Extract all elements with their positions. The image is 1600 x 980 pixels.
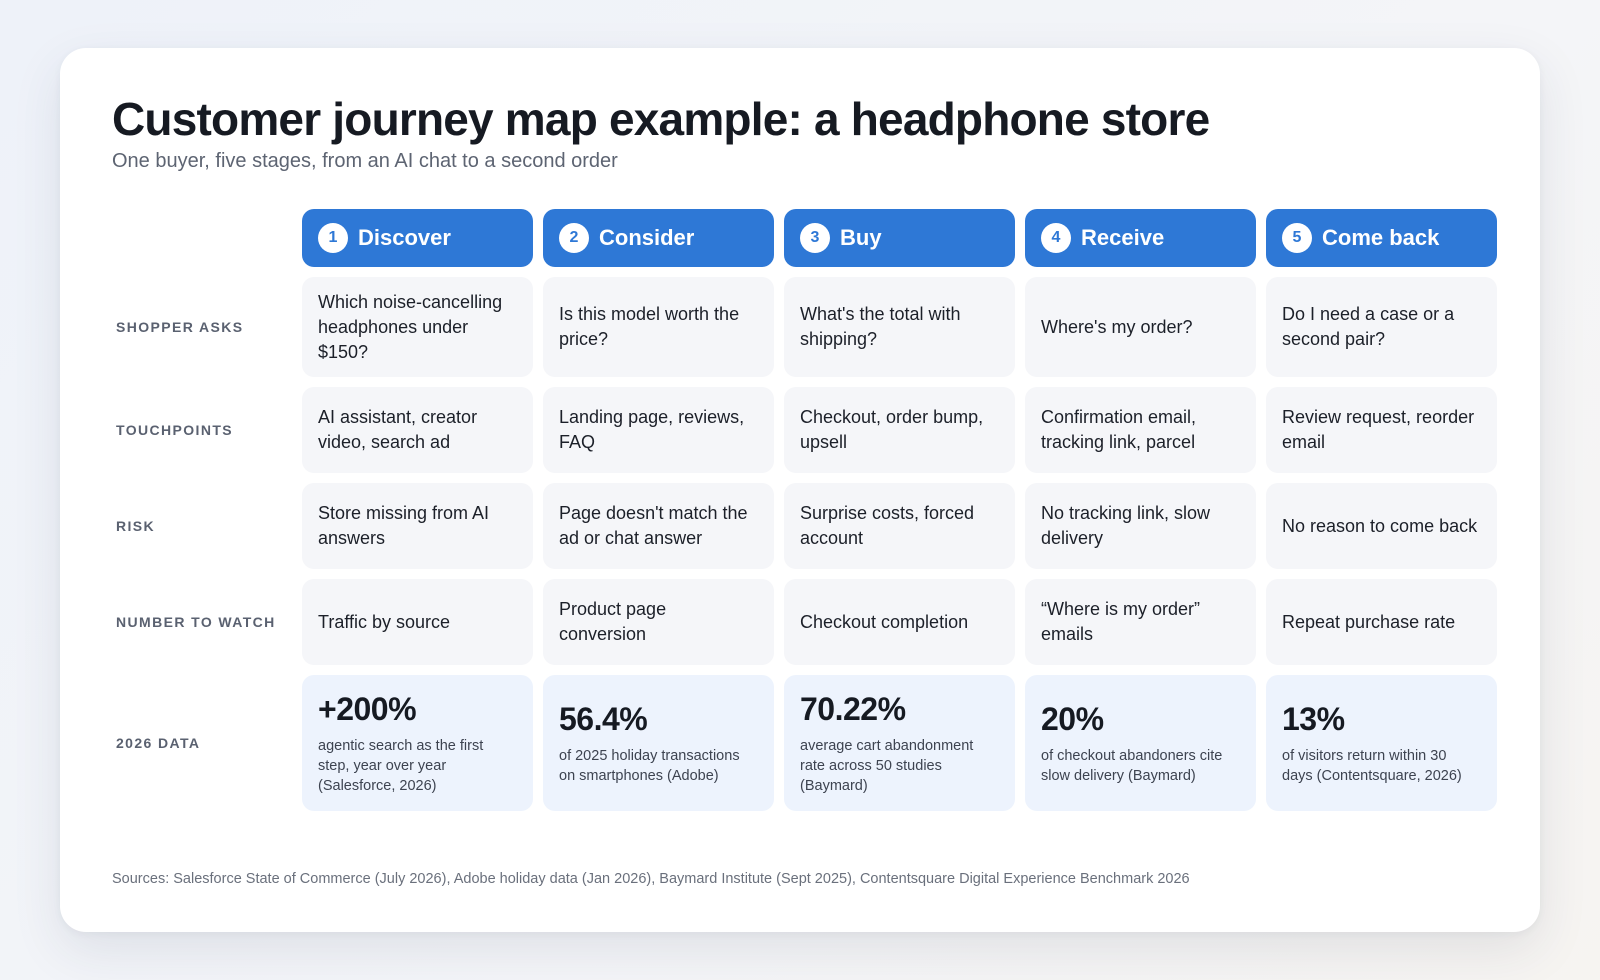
journey-map-card: Customer journey map example: a headphon… <box>60 48 1540 932</box>
cell-risk-come-back: No reason to come back <box>1266 483 1497 569</box>
data-note: agentic search as the first step, year o… <box>318 738 484 794</box>
stage-number-badge: 4 <box>1041 223 1071 253</box>
cell-shopper-asks-receive: Where's my order? <box>1025 277 1256 377</box>
cell-touchpoints-buy: Checkout, order bump, upsell <box>784 387 1015 473</box>
cell-shopper-asks-come-back: Do I need a case or a second pair? <box>1266 277 1497 377</box>
row-label-2026-data: 2026 DATA <box>116 735 201 751</box>
stage-number-badge: 2 <box>559 223 589 253</box>
data-note: average cart abandonment rate across 50 … <box>800 738 974 794</box>
stage-number-badge: 3 <box>800 223 830 253</box>
cell-number-to-watch-consider: Product page conversion <box>543 579 774 665</box>
cell-risk-buy: Surprise costs, forced account <box>784 483 1015 569</box>
stage-number-badge: 1 <box>318 223 348 253</box>
data-value: 56.4% <box>559 701 648 737</box>
row-label-shopper-asks: SHOPPER ASKS <box>116 319 244 335</box>
cell-touchpoints-consider: Landing page, reviews, FAQ <box>543 387 774 473</box>
cell-risk-consider: Page doesn't match the ad or chat answer <box>543 483 774 569</box>
data-value: 20% <box>1041 701 1104 737</box>
data-cell-come-back: 13% of visitors return within 30 days (C… <box>1266 675 1497 811</box>
data-note: of 2025 holiday transactions on smartpho… <box>559 748 740 784</box>
stage-header-come-back: 5 Come back <box>1266 209 1497 267</box>
data-value: 70.22% <box>800 691 906 727</box>
data-cell-receive: 20% of checkout abandoners cite slow del… <box>1025 675 1256 811</box>
row-label-risk: RISK <box>116 518 156 534</box>
cell-touchpoints-receive: Confirmation email, tracking link, parce… <box>1025 387 1256 473</box>
stage-label: Consider <box>599 225 695 250</box>
journey-grid: 1 Discover 2 Consider 3 Buy 4 Receive 5 … <box>112 209 1502 811</box>
cell-shopper-asks-consider: Is this model worth the price? <box>543 277 774 377</box>
page-subtitle: One buyer, five stages, from an AI chat … <box>112 150 618 172</box>
data-cell-consider: 56.4% of 2025 holiday transactions on sm… <box>543 675 774 811</box>
cell-risk-receive: No tracking link, slow delivery <box>1025 483 1256 569</box>
grid-corner <box>112 209 292 267</box>
data-note: of visitors return within 30 days (Conte… <box>1282 748 1462 784</box>
sources-footnote: Sources: Salesforce State of Commerce (J… <box>112 871 1190 887</box>
stage-header-receive: 4 Receive <box>1025 209 1256 267</box>
page-title: Customer journey map example: a headphon… <box>112 93 1210 145</box>
stage-label: Buy <box>840 225 882 250</box>
data-cell-buy: 70.22% average cart abandonment rate acr… <box>784 675 1015 811</box>
cell-number-to-watch-come-back: Repeat purchase rate <box>1266 579 1497 665</box>
stage-header-consider: 2 Consider <box>543 209 774 267</box>
stage-header-discover: 1 Discover <box>302 209 533 267</box>
stage-label: Receive <box>1081 225 1165 250</box>
stage-label: Come back <box>1322 225 1440 250</box>
cell-touchpoints-discover: AI assistant, creator video, search ad <box>302 387 533 473</box>
cell-touchpoints-come-back: Review request, reorder email <box>1266 387 1497 473</box>
row-label-number-to-watch: NUMBER TO WATCH <box>116 614 276 630</box>
stage-header-buy: 3 Buy <box>784 209 1015 267</box>
stage-label: Discover <box>358 225 451 250</box>
cell-number-to-watch-receive: “Where is my order” emails <box>1025 579 1256 665</box>
cell-number-to-watch-discover: Traffic by source <box>302 579 533 665</box>
cell-shopper-asks-buy: What's the total with shipping? <box>784 277 1015 377</box>
data-cell-discover: +200% agentic search as the first step, … <box>302 675 533 811</box>
data-value: +200% <box>318 691 417 727</box>
row-label-touchpoints: TOUCHPOINTS <box>116 422 234 438</box>
stage-number-badge: 5 <box>1282 223 1312 253</box>
cell-shopper-asks-discover: Which noise-cancelling headphones under … <box>302 277 533 377</box>
data-note: of checkout abandoners cite slow deliver… <box>1041 748 1223 784</box>
cell-number-to-watch-buy: Checkout completion <box>784 579 1015 665</box>
data-value: 13% <box>1282 701 1345 737</box>
cell-risk-discover: Store missing from AI answers <box>302 483 533 569</box>
